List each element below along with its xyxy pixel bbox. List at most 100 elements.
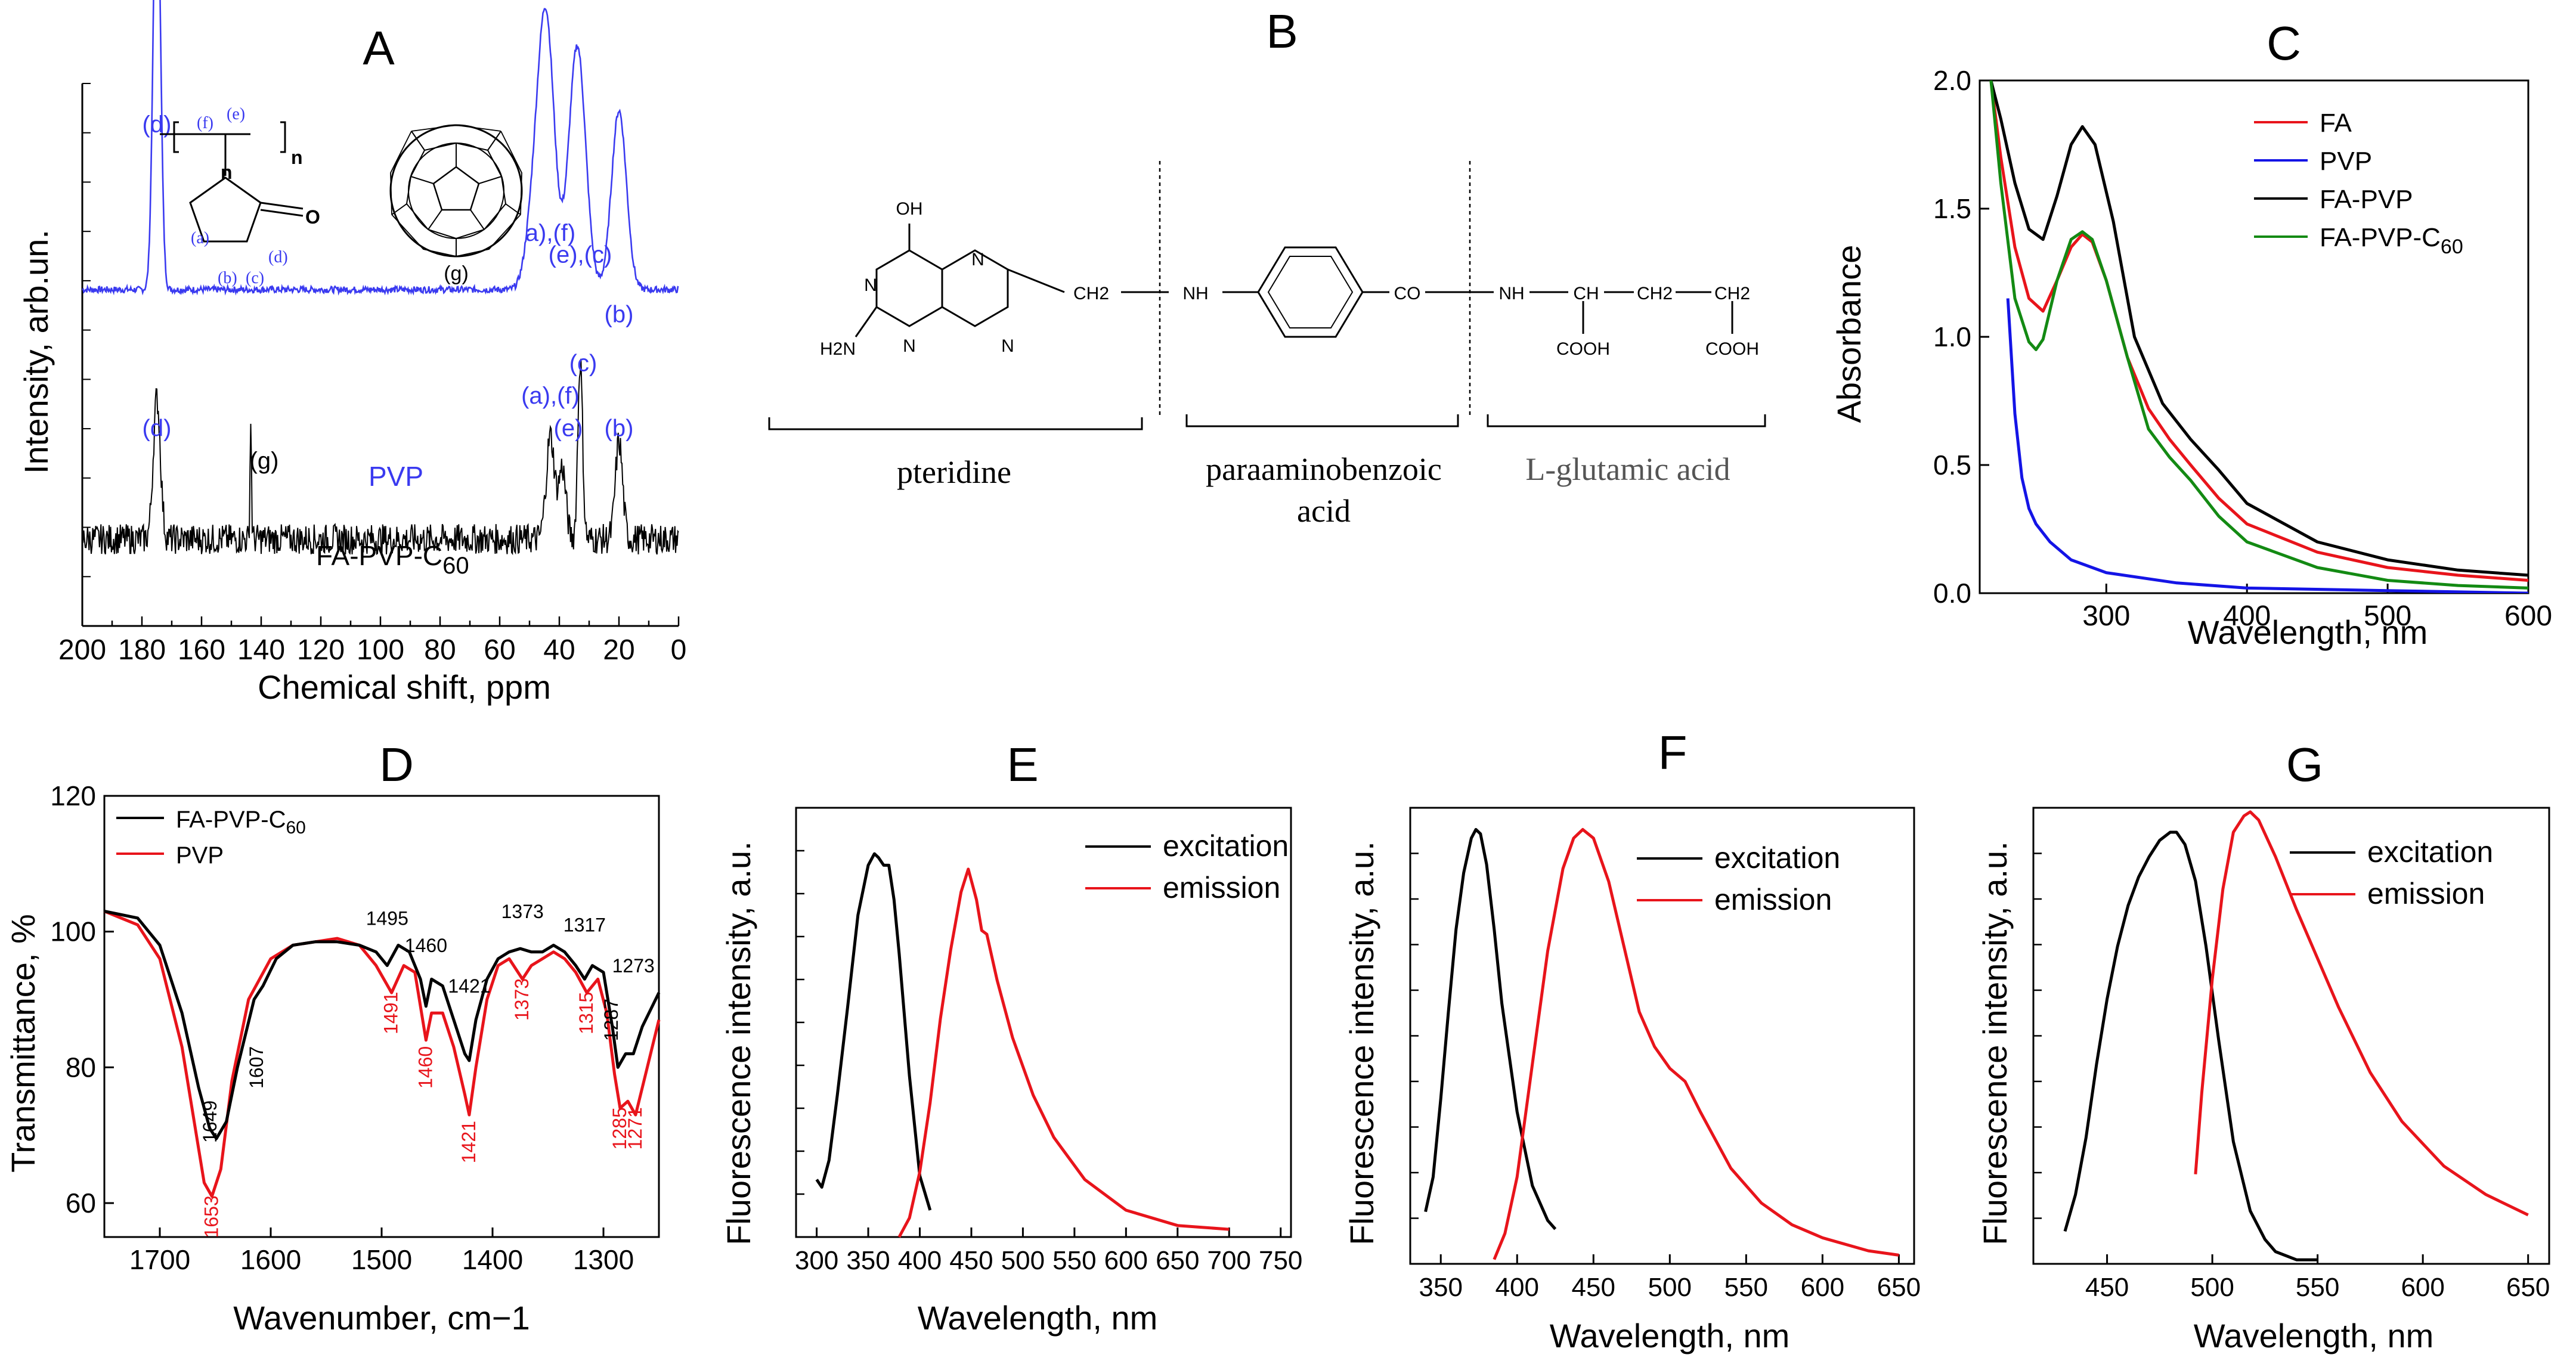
panel-d-annotation-red: 1653	[200, 1195, 222, 1238]
pvp-label-e: (e)	[227, 105, 245, 123]
panel-d-annotation-black: 1607	[246, 1046, 267, 1089]
panel-a-peak-label: (b)	[605, 416, 634, 442]
panel-a-peak-label: (c)	[569, 350, 597, 376]
panel-d-annotation-black: 1460	[405, 935, 447, 956]
panel-b-title: B	[1266, 5, 1298, 58]
panel-d-annotation-black: 1373	[501, 901, 544, 922]
panel-g-x-axis-label: Wavelength, nm	[2194, 1317, 2434, 1354]
panel-d-xtick-label: 1300	[573, 1244, 634, 1275]
panel-c-frame	[1979, 79, 2529, 594]
atom-cooh-1: COOH	[1556, 339, 1610, 359]
panel-e-title: E	[1007, 738, 1038, 791]
panel-g-legend-label: excitation	[2367, 835, 2493, 869]
panel-a-peak-label: (g)	[250, 448, 279, 474]
panel-c-xtick-label: 400	[2223, 600, 2271, 632]
panel-e-xtick-label: 450	[949, 1246, 993, 1275]
panel-f-xtick-label: 650	[1877, 1273, 1921, 1302]
panel-a-xtick-label: 80	[424, 634, 456, 666]
panel-d-annotation-black: 1421	[448, 975, 490, 997]
panel-a-series-label-fa-pvp-c60: FA-PVP-C60	[316, 540, 469, 579]
panel-g-xtick-label: 600	[2401, 1273, 2444, 1302]
panel-c-series-pvp	[2006, 298, 2528, 593]
panel-e-xtick-label: 700	[1208, 1246, 1251, 1275]
atom-n1: N	[864, 275, 877, 295]
segment-l-glutamic-acid: L-glutamic acid	[1525, 451, 1730, 487]
segment-paraaminobenzoic: paraaminobenzoic	[1206, 451, 1442, 487]
panel-f-xtick-label: 350	[1419, 1273, 1463, 1302]
panel-c-legend-label: FA	[2320, 108, 2352, 138]
panel-a-xtick-label: 200	[58, 634, 106, 666]
panel-d-x-axis-label: Wavenumber, cm−1	[233, 1299, 530, 1337]
panel-a-peak-label: (e),(c)	[549, 241, 612, 268]
panel-c-x-axis-label: Wavelength, nm	[2188, 613, 2428, 651]
panel-d-xtick-label: 1400	[462, 1244, 523, 1275]
panel-f-title: F	[1658, 726, 1688, 779]
panel-e-x-axis-label: Wavelength, nm	[918, 1299, 1158, 1337]
panel-f-y-axis-label: Fluorescence intensity, a.u.	[1343, 841, 1380, 1245]
panel-d-annotation-red: 1421	[458, 1121, 479, 1163]
panel-a-xtick-label: 0	[671, 634, 687, 666]
panel-d-ytick-label: 80	[66, 1052, 96, 1083]
panel-c-title: C	[2267, 17, 2301, 70]
panel-d-annotation-black: 1317	[564, 914, 606, 936]
panel-c-legend-label: FA-PVP-C60	[2320, 223, 2463, 258]
panel-f-legend-label: excitation	[1714, 841, 1840, 875]
panel-a-xtick-label: 20	[603, 634, 634, 666]
panel-b-folic-acid-structure: B OH N	[768, 5, 1766, 529]
panel-e-series-excitation	[815, 852, 932, 1211]
pvp-label-n-atom: n	[221, 162, 233, 183]
atom-cooh-2: COOH	[1705, 339, 1759, 359]
atom-ch: CH	[1573, 284, 1599, 303]
panel-d-title: D	[379, 738, 414, 791]
panel-c-xtick-label: 500	[2364, 600, 2411, 632]
panel-d-ytick-label: 120	[50, 780, 96, 811]
panel-g-xtick-label: 550	[2296, 1273, 2339, 1302]
panel-d-xtick-label: 1700	[129, 1244, 190, 1275]
panel-g-title: G	[2286, 738, 2323, 791]
panel-g-series-excitation	[2063, 830, 2318, 1261]
panel-d-series-pvp	[104, 910, 661, 1198]
panel-a-series-label-pvp: PVP	[369, 461, 423, 492]
panel-a-xtick-label: 140	[237, 634, 285, 666]
panel-c-series-fa-pvp-c60	[1989, 80, 2528, 590]
panel-c-absorbance-chart: C 300 400 500 600 0.0 0.5 1.0 1.5 2.0 FA PVP FA-PV…	[1830, 17, 2552, 651]
panel-a-x-axis-label: Chemical shift, ppm	[258, 668, 551, 706]
segment-acid: acid	[1297, 493, 1351, 529]
panel-a-y-axis-label: Intensity, arb.un.	[17, 230, 55, 474]
panel-e-xtick-label: 400	[898, 1246, 942, 1275]
panel-c-xtick-label: 600	[2504, 600, 2552, 632]
atom-oh: OH	[896, 199, 923, 219]
panel-a-xtick-label: 40	[543, 634, 575, 666]
panel-c-ytick-label: 0.0	[1933, 578, 1971, 609]
panel-c-ytick-label: 1.0	[1933, 321, 1971, 352]
pvp-structure-drawing	[160, 121, 304, 243]
panel-c-ytick-label: 1.5	[1933, 193, 1971, 224]
panel-g-xtick-label: 650	[2506, 1273, 2550, 1302]
pvp-label-n-subscript: n	[291, 147, 303, 168]
panel-a-peak-label: a),(f)	[525, 220, 575, 246]
panel-d-y-axis-label: Transmittance, %	[4, 914, 42, 1173]
pvp-label-c: (c)	[246, 269, 264, 287]
panel-f-frame	[1409, 807, 1915, 1265]
panel-c-series-fa-pvp	[1989, 80, 2528, 577]
panel-e-xtick-label: 500	[1001, 1246, 1045, 1275]
panel-c-ytick-label: 0.5	[1933, 450, 1971, 480]
pvp-label-o: O	[305, 206, 320, 228]
panel-e-legend-label: excitation	[1163, 829, 1289, 863]
pvp-label-a: (a)	[191, 229, 209, 247]
atom-h2n: H2N	[820, 339, 856, 359]
panel-d-ytick-label: 100	[50, 916, 96, 947]
atom-nh-2: NH	[1498, 284, 1524, 303]
panel-d-annotation-red: 1271	[624, 1107, 646, 1149]
panel-c-ytick-label: 2.0	[1933, 65, 1971, 96]
panel-d-legend-label: PVP	[176, 842, 224, 869]
panel-e-legend-label: emission	[1163, 871, 1280, 904]
panel-d-legend-label: FA-PVP-C60	[176, 807, 306, 838]
atom-ch2-b: CH2	[1714, 284, 1750, 303]
panel-f-legend-label: emission	[1714, 883, 1832, 916]
panel-e-xtick-label: 600	[1104, 1246, 1148, 1275]
c60-label-g: (g)	[444, 262, 469, 285]
segment-pteridine: pteridine	[897, 454, 1011, 490]
panel-a-peak-label: (e)	[554, 416, 583, 442]
